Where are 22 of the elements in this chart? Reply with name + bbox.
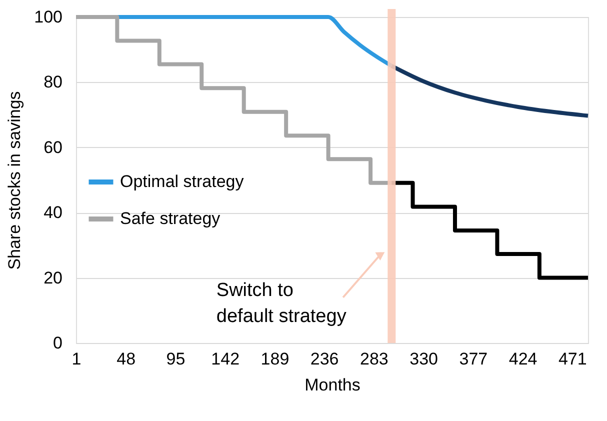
- x-tick-label: 48: [116, 350, 136, 368]
- y-tick-label: 60: [44, 138, 62, 157]
- y-tick-label: 0: [53, 334, 62, 352]
- x-tick-label: 330: [410, 350, 438, 368]
- x-tick-label: 377: [459, 350, 488, 368]
- x-tick-label: 189: [260, 350, 290, 368]
- x-tick-label: 424: [508, 350, 538, 368]
- y-tick-label: 20: [44, 268, 62, 288]
- y-axis-title: Share stocks in savings: [5, 91, 24, 270]
- y-tick-label: 40: [44, 203, 62, 222]
- y-tick-label: 100: [34, 8, 62, 26]
- legend-label: Safe strategy: [120, 209, 221, 228]
- annotation: Switch to default strategy: [216, 280, 347, 328]
- y-tick-label: 80: [44, 72, 62, 92]
- x-tick-label: 283: [360, 350, 388, 368]
- x-tick-label: 471: [558, 350, 587, 368]
- x-axis-title: Months: [304, 376, 360, 394]
- x-tick-label: 142: [211, 350, 240, 368]
- legend-label: Optimal strategy: [120, 172, 244, 191]
- x-tick-label: 236: [310, 350, 339, 368]
- x-tick-label: 95: [166, 350, 186, 368]
- x-tick-label: 1: [72, 350, 82, 368]
